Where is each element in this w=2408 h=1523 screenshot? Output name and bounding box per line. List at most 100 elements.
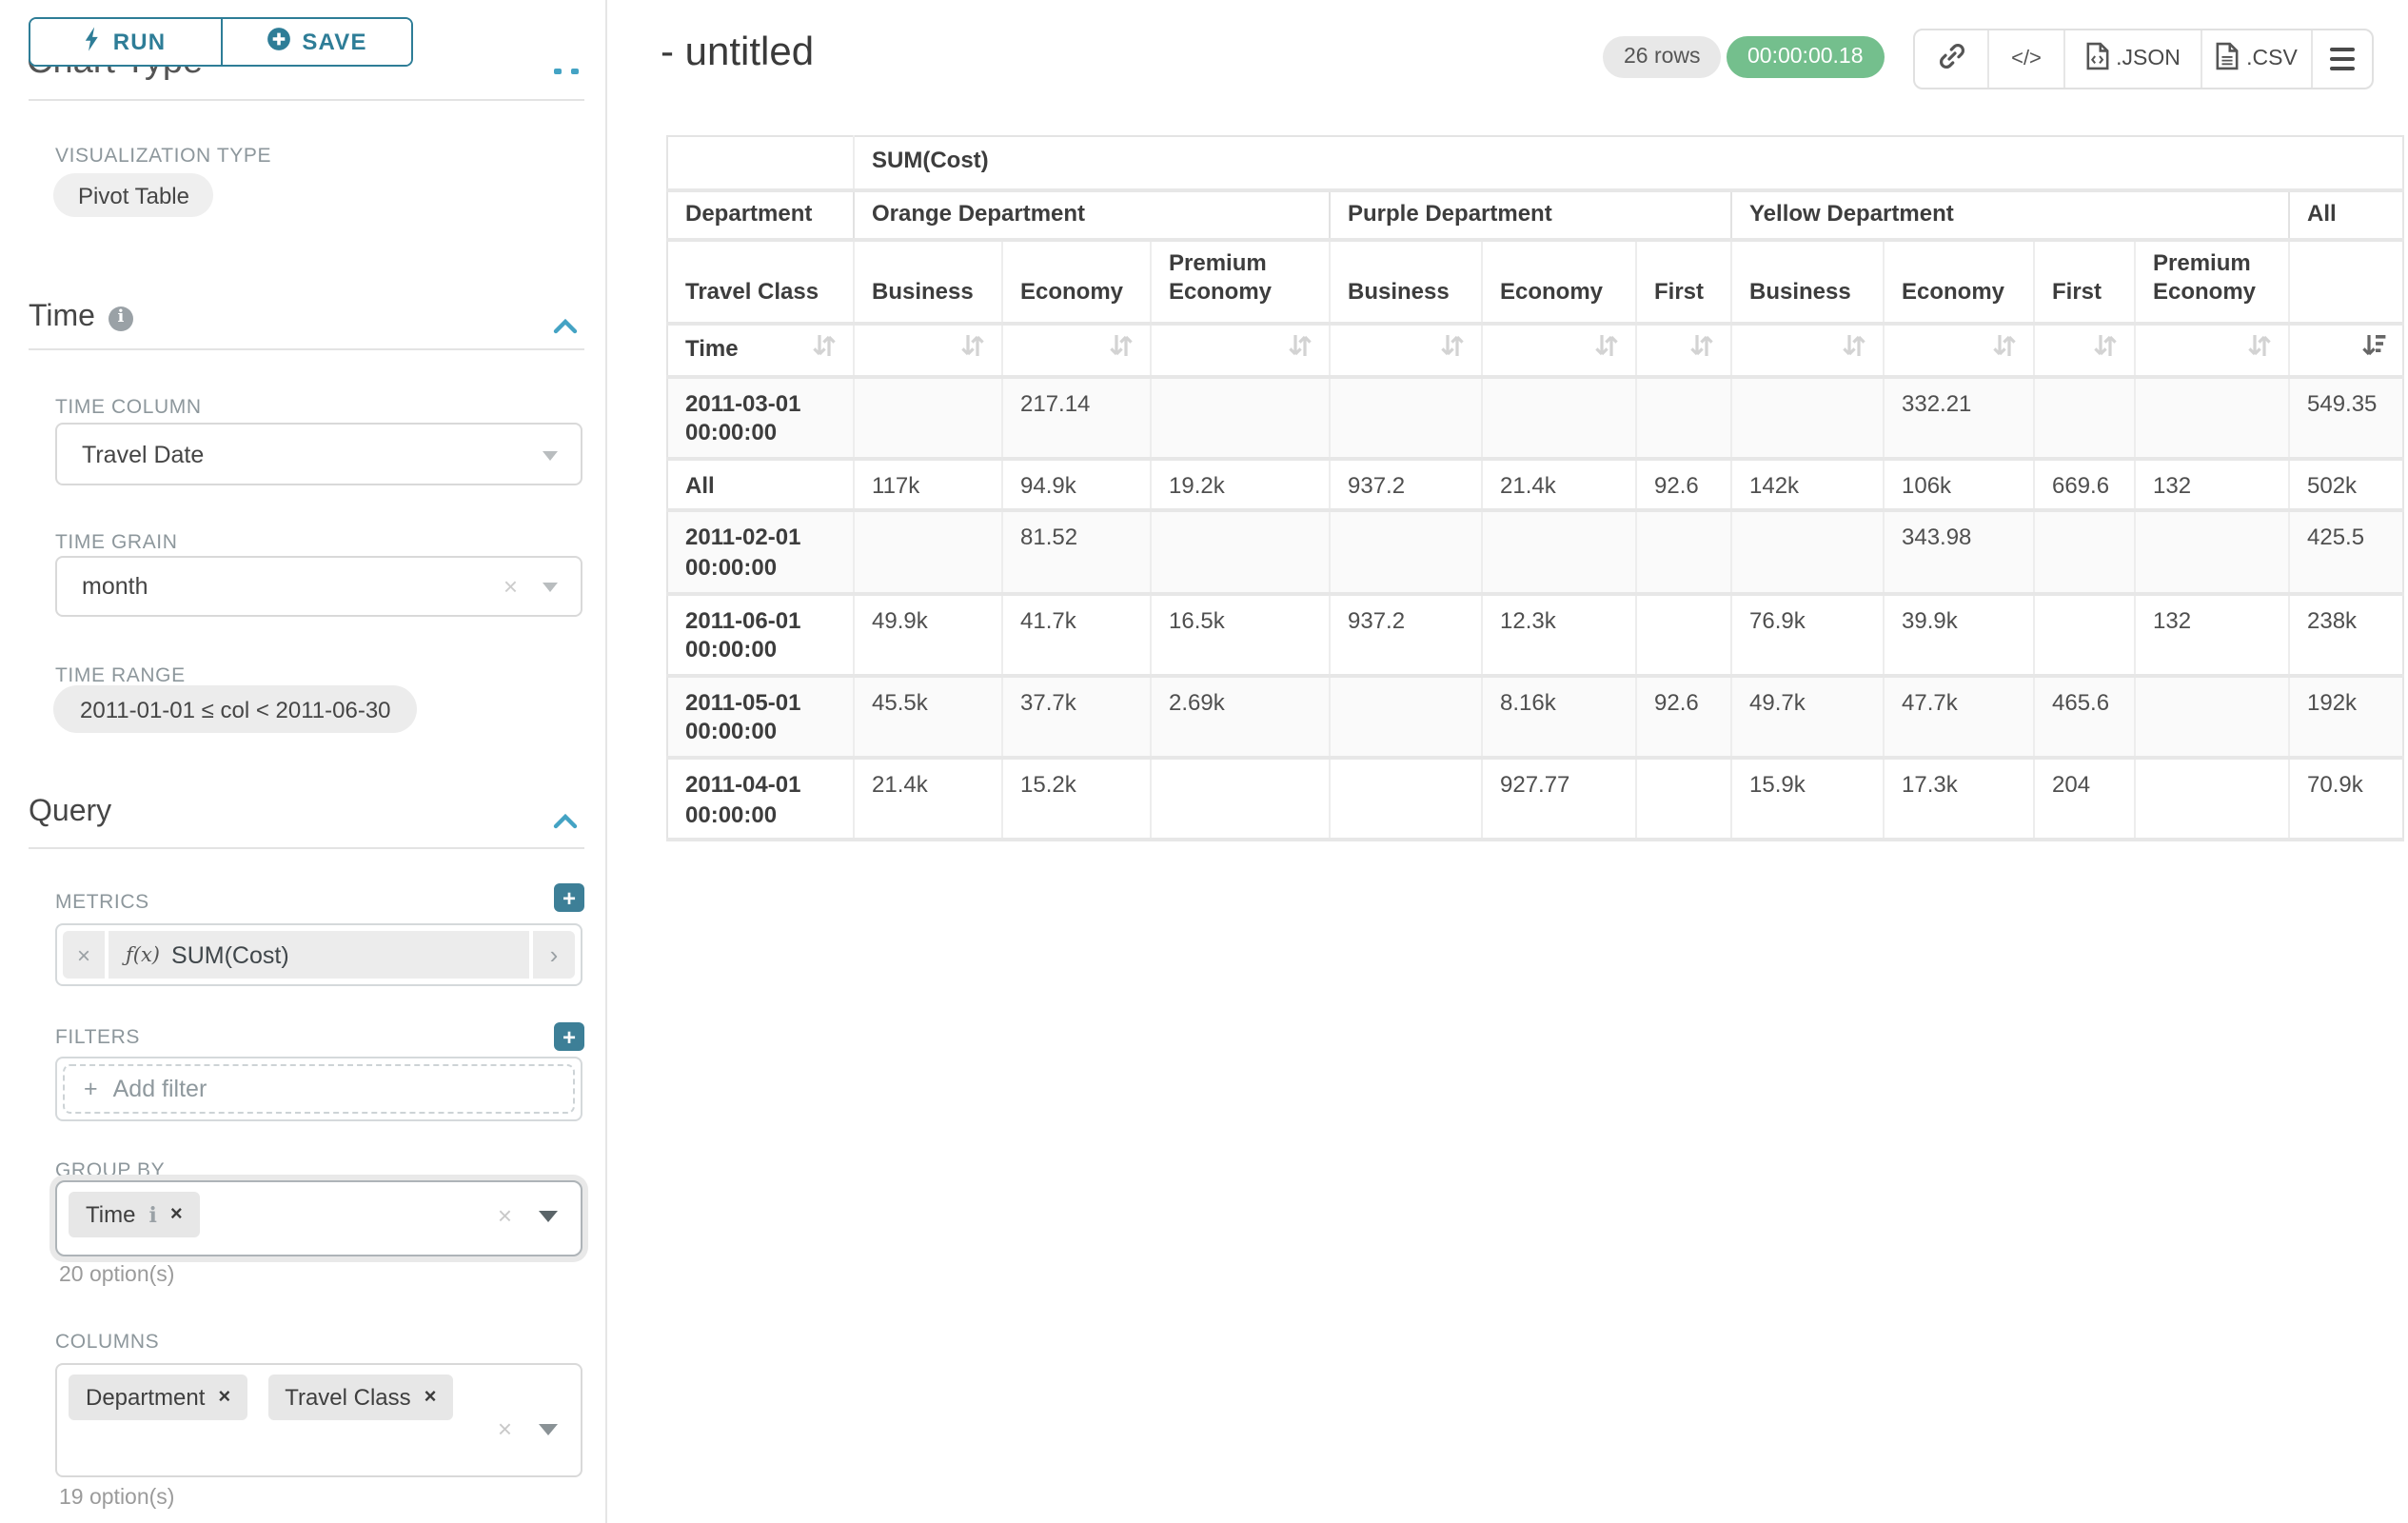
viz-type-pill[interactable]: Pivot Table xyxy=(53,173,214,217)
value-cell: 76.9k xyxy=(1731,593,1884,675)
metric-header-cell: SUM(Cost) xyxy=(854,136,2403,189)
clear-icon[interactable]: × xyxy=(498,1414,512,1443)
group-by-select[interactable]: Time i × × xyxy=(55,1180,582,1256)
lightning-icon xyxy=(85,27,102,57)
remove-tag-icon[interactable]: × xyxy=(424,1386,437,1409)
link-icon xyxy=(1937,42,1965,76)
time-column-select[interactable]: Travel Date xyxy=(55,423,582,485)
chevron-up-icon-clipped xyxy=(571,69,579,74)
value-cell: 21.4k xyxy=(1482,459,1636,511)
row-label-cell: 2011-05-01 00:00:00 xyxy=(667,676,854,758)
value-cell: 343.98 xyxy=(1884,511,2034,593)
time-grain-select[interactable]: month × xyxy=(55,556,582,617)
sort-toggle-icon[interactable] xyxy=(1287,333,1313,366)
value-cell xyxy=(1151,376,1330,458)
add-metric-button[interactable]: + xyxy=(554,883,584,912)
value-cell: 192k xyxy=(2289,676,2403,758)
sort-toggle-icon[interactable] xyxy=(1991,333,2018,366)
value-cell xyxy=(1731,376,1884,458)
department-group-cell: All xyxy=(2289,189,2403,239)
value-cell: 927.77 xyxy=(1482,758,1636,840)
metric-item[interactable]: × ƒ(x) SUM(Cost) › xyxy=(55,923,582,986)
sort-toggle-icon[interactable] xyxy=(811,333,838,366)
plus-icon: + xyxy=(84,1076,98,1102)
view-query-button[interactable]: </> xyxy=(1987,30,2063,88)
value-cell: 465.6 xyxy=(2034,676,2135,758)
run-save-toolbar: RUN SAVE xyxy=(29,17,413,67)
remove-tag-icon[interactable]: × xyxy=(170,1203,183,1226)
clear-icon[interactable]: × xyxy=(503,572,518,601)
sort-toggle-icon[interactable] xyxy=(1108,333,1135,366)
value-cell xyxy=(2135,676,2289,758)
sort-toggle-icon[interactable] xyxy=(2360,333,2387,366)
value-cell xyxy=(2135,376,2289,458)
info-icon[interactable]: i xyxy=(109,306,133,330)
value-cell xyxy=(2034,593,2135,675)
department-group-cell: Yellow Department xyxy=(1731,189,2289,239)
value-cell xyxy=(854,511,1002,593)
sort-toggle-icon[interactable] xyxy=(1593,333,1620,366)
value-cell xyxy=(1482,511,1636,593)
value-cell: 117k xyxy=(854,459,1002,511)
sort-toggle-icon[interactable] xyxy=(2092,333,2119,366)
travel-class-cell: Economy xyxy=(1002,239,1151,323)
travel-class-cell: Business xyxy=(1330,239,1482,323)
value-cell: 70.9k xyxy=(2289,758,2403,840)
query-section-header: Query xyxy=(29,796,111,830)
save-button[interactable]: SAVE xyxy=(220,19,411,65)
sort-header-cell xyxy=(1636,323,1731,376)
export-json-button[interactable]: .JSON xyxy=(2063,30,2201,88)
add-filter-button[interactable]: + xyxy=(554,1022,584,1051)
divider xyxy=(29,847,584,849)
value-cell: 17.3k xyxy=(1884,758,2034,840)
info-icon[interactable]: i xyxy=(148,1202,156,1227)
add-filter-dropzone[interactable]: + Add filter xyxy=(63,1064,575,1114)
columns-select[interactable]: Department × Travel Class × × xyxy=(55,1363,582,1477)
remove-metric-icon[interactable]: × xyxy=(63,931,105,979)
value-cell xyxy=(2135,758,2289,840)
time-sort-header-cell: Time xyxy=(667,323,854,376)
travel-class-cell: Economy xyxy=(1482,239,1636,323)
value-cell: 94.9k xyxy=(1002,459,1151,511)
sort-toggle-icon[interactable] xyxy=(2246,333,2273,366)
expand-metric-icon[interactable]: › xyxy=(533,931,575,979)
value-cell xyxy=(2034,511,2135,593)
table-row: 2011-05-01 00:00:0045.5k37.7k2.69k8.16k9… xyxy=(667,676,2403,758)
row-label-cell: 2011-03-01 00:00:00 xyxy=(667,376,854,458)
filters-label: FILTERS xyxy=(55,1026,140,1049)
row-label-cell: 2011-06-01 00:00:00 xyxy=(667,593,854,675)
sort-toggle-icon[interactable] xyxy=(1439,333,1466,366)
value-cell xyxy=(1636,593,1731,675)
sort-toggle-icon[interactable] xyxy=(1688,333,1715,366)
value-cell xyxy=(1330,676,1482,758)
sort-toggle-icon[interactable] xyxy=(959,333,986,366)
value-cell: 132 xyxy=(2135,593,2289,675)
export-csv-button[interactable]: .CSV xyxy=(2201,30,2311,88)
value-cell xyxy=(854,376,1002,458)
share-link-button[interactable] xyxy=(1915,30,1987,88)
json-file-icon xyxy=(2085,42,2108,76)
run-button[interactable]: RUN xyxy=(30,19,220,65)
dropdown-caret-icon xyxy=(539,1423,558,1434)
fx-icon: ƒ(x) xyxy=(126,943,160,966)
remove-tag-icon[interactable]: × xyxy=(218,1386,230,1409)
chart-title[interactable]: - untitled xyxy=(661,30,814,76)
time-range-pill[interactable]: 2011-01-01 ≤ col < 2011-06-30 xyxy=(53,685,418,733)
query-duration-badge: 00:00:00.18 xyxy=(1727,36,1885,78)
collapse-chevron-icon[interactable] xyxy=(552,805,579,840)
value-cell: 41.7k xyxy=(1002,593,1151,675)
collapse-chevron-icon[interactable] xyxy=(552,310,579,345)
hamburger-icon xyxy=(2330,47,2355,71)
visualization-type-label: VISUALIZATION TYPE xyxy=(55,145,271,168)
clear-icon[interactable]: × xyxy=(498,1201,512,1230)
sort-toggle-icon[interactable] xyxy=(1841,333,1867,366)
time-column-label: TIME COLUMN xyxy=(55,396,202,419)
sort-header-cell xyxy=(1002,323,1151,376)
table-row: 2011-02-01 00:00:0081.52343.98425.5 xyxy=(667,511,2403,593)
more-menu-button[interactable] xyxy=(2311,30,2372,88)
value-cell: 142k xyxy=(1731,459,1884,511)
value-cell: 106k xyxy=(1884,459,2034,511)
row-count-badge: 26 rows xyxy=(1603,36,1722,78)
travel-class-cell: Business xyxy=(854,239,1002,323)
code-icon: </> xyxy=(2011,48,2042,70)
